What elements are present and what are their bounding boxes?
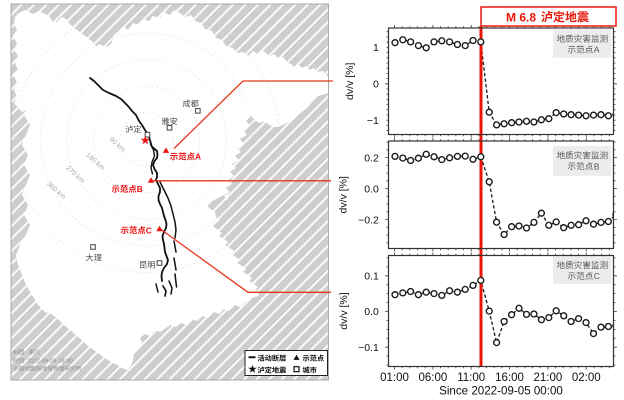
svg-text:C: C — [146, 225, 152, 235]
svg-text:B: B — [594, 161, 600, 171]
svg-text:0: 0 — [373, 79, 379, 91]
svg-text:11:00: 11:00 — [457, 372, 485, 384]
svg-text:−1: −1 — [367, 115, 379, 127]
svg-text:−0.1: −0.1 — [358, 342, 379, 354]
svg-text:01:00: 01:00 — [380, 372, 409, 384]
svg-text:0.0: 0.0 — [364, 183, 379, 195]
svg-text:0.1: 0.1 — [364, 271, 379, 283]
svg-text:dv/v [%]: dv/v [%] — [338, 176, 350, 213]
svg-text:A: A — [594, 45, 600, 55]
svg-text:21:00: 21:00 — [534, 372, 563, 384]
svg-text:02:00: 02:00 — [572, 372, 601, 384]
svg-text:0.2: 0.2 — [364, 152, 379, 164]
svg-text:dv/v [%]: dv/v [%] — [338, 292, 350, 329]
svg-text:A: A — [195, 152, 201, 162]
svg-text:0.0: 0.0 — [364, 306, 379, 318]
svg-text:06:00: 06:00 — [418, 372, 447, 384]
svg-text::: : — [24, 350, 26, 356]
svg-text:dv/v [%]: dv/v [%] — [344, 63, 356, 100]
svg-text:2022-09-06 18:30: 2022-09-06 18:30 — [27, 359, 73, 365]
svg-text:C: C — [594, 271, 600, 281]
svg-text:16:00: 16:00 — [495, 372, 524, 384]
svg-text:1: 1 — [373, 42, 379, 54]
svg-text:M 6.8: M 6.8 — [506, 10, 536, 24]
svg-text:B: B — [137, 184, 143, 194]
svg-text:Since 2022-09-05 00:00: Since 2022-09-05 00:00 — [439, 385, 563, 398]
svg-text:−0.2: −0.2 — [358, 214, 379, 226]
svg-text::: : — [24, 359, 26, 365]
